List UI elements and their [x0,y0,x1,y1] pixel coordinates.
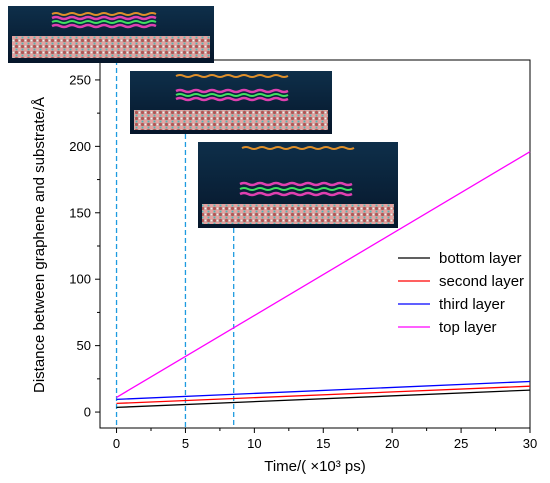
y-tick-label-2: 100 [69,272,91,287]
series-line-1 [116,385,531,405]
x-axis: 0 5 10 15 20 25 30 [113,428,537,451]
plot-frame [99,59,531,429]
x-tick-label-3: 15 [316,436,330,451]
y-axis: 0 50 100 150 200 250 [69,72,100,420]
x-tick-label-2: 10 [247,436,261,451]
y-tick-label-4: 200 [69,139,91,154]
x-axis-title: Time/( ×10³ ps) [264,458,366,475]
y-tick-label-5: 250 [69,72,91,87]
md-snapshot-t0-icon [8,6,214,63]
y-tick-label-3: 150 [69,205,91,220]
legend: bottom layer second layer third layer top l… [398,250,524,336]
legend-label-0: bottom layer [439,250,522,267]
series-line-2 [116,380,531,401]
series-line-3 [116,151,531,398]
md-snapshot-t5-icon [130,71,332,134]
legend-label-3: top layer [439,319,497,336]
md-snapshot-t8_5-icon [198,142,398,228]
x-tick-label-5: 25 [454,436,468,451]
y-axis-title: Distance between graphene and substrate/… [31,97,48,393]
legend-label-2: third layer [439,296,505,313]
x-tick-label-1: 5 [182,436,189,451]
x-tick-label-6: 30 [523,436,537,451]
series-line-0 [116,389,531,409]
y-tick-label-1: 50 [77,338,91,353]
series-lines [116,151,531,409]
y-tick-label-0: 0 [84,405,91,420]
x-tick-label-4: 20 [385,436,399,451]
x-tick-label-0: 0 [113,436,120,451]
legend-label-1: second layer [439,273,524,290]
